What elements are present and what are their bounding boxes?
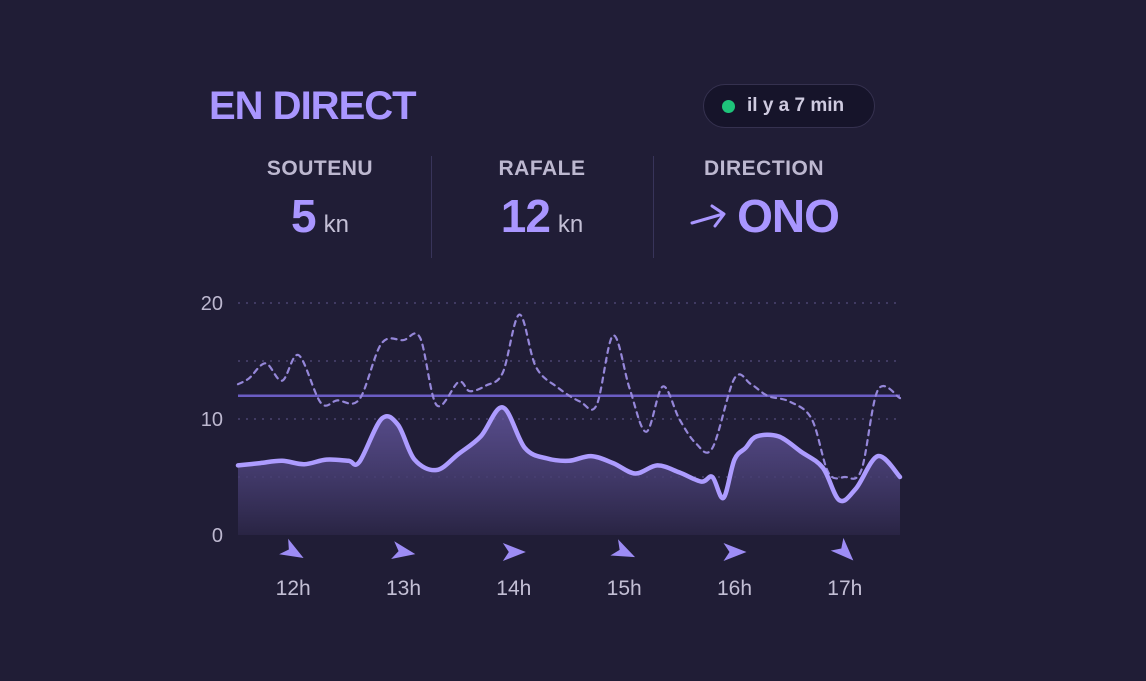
update-time: il y a 7 min: [747, 95, 845, 116]
update-badge: il y a 7 min: [703, 84, 875, 128]
wind-direction-arrow-icon: [830, 537, 854, 561]
stat-direction: DIRECTION ONO: [653, 157, 875, 243]
x-tick-label: 14h: [496, 577, 531, 600]
wind-direction-arrow-icon: [391, 541, 416, 559]
x-tick-label: 12h: [276, 577, 311, 600]
live-title: EN DIRECT: [209, 84, 417, 128]
stat-direction-label: DIRECTION: [704, 157, 824, 180]
x-tick-label: 17h: [827, 577, 862, 600]
wind-direction-arrow-icon: [690, 204, 726, 228]
y-tick-label: 10: [201, 409, 223, 431]
stat-gust-value: 12: [500, 190, 551, 242]
stat-sustained-label: SOUTENU: [266, 157, 374, 180]
wind-direction-arrow-icon: [502, 543, 526, 561]
stat-gust-unit: kn: [557, 211, 584, 238]
stat-divider: [431, 156, 432, 258]
gust-line: [236, 313, 902, 480]
wind-direction-arrow-icon: [610, 539, 636, 558]
y-tick-label: 20: [201, 293, 223, 315]
stat-sustained: SOUTENU 5 kn: [209, 157, 431, 243]
stat-sustained-value: 5: [291, 190, 317, 242]
stat-sustained-unit: kn: [323, 211, 349, 238]
x-tick-label: 15h: [607, 577, 642, 600]
sustained-line: [235, 405, 903, 504]
sustained-area: [238, 407, 900, 535]
x-tick-label: 13h: [386, 577, 421, 600]
wind-direction-arrow-icon: [279, 538, 304, 558]
wind-direction-arrow-icon: [723, 543, 747, 561]
x-tick-label: 16h: [717, 577, 752, 600]
stat-divider: [653, 156, 654, 258]
stat-gust: RAFALE 12 kn: [431, 157, 653, 243]
live-indicator-dot: [722, 99, 735, 113]
y-tick-label: 0: [212, 525, 223, 547]
stat-gust-label: RAFALE: [498, 157, 586, 180]
stat-direction-value: ONO: [737, 190, 840, 242]
